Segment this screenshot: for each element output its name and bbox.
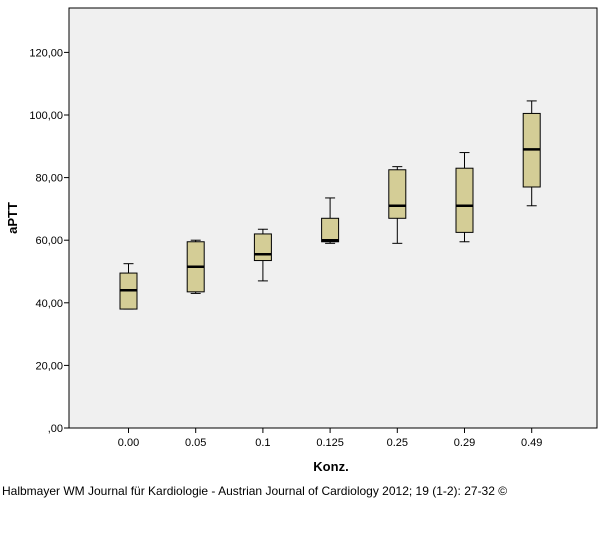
box-plot-0.49 bbox=[522, 100, 541, 207]
box-plot-0.125 bbox=[321, 197, 340, 244]
x-tick-label: 0.05 bbox=[185, 437, 206, 449]
y-tick-label: 120,00 bbox=[29, 47, 63, 59]
source-credit: Halbmayer WM Journal für Kardiologie - A… bbox=[2, 484, 508, 498]
box-plot-0.1 bbox=[253, 228, 272, 282]
x-tick-label: 0.125 bbox=[316, 437, 344, 449]
y-axis: ,00 20,00 40,00 60,00 80,00 100,00 120,00 bbox=[29, 47, 69, 435]
iqr-box bbox=[455, 167, 474, 233]
x-tick-label: 0.1 bbox=[255, 437, 270, 449]
box-plot-0.00 bbox=[119, 263, 138, 310]
box-plot-0.29 bbox=[455, 152, 474, 243]
y-tick-label: 80,00 bbox=[35, 173, 63, 185]
y-axis-title: aPTT bbox=[5, 202, 20, 234]
y-tick-label: 20,00 bbox=[35, 360, 63, 372]
y-tick-label: 40,00 bbox=[35, 298, 63, 310]
x-tick-label: 0.49 bbox=[521, 437, 542, 449]
iqr-box bbox=[253, 233, 272, 262]
y-tick-label: 100,00 bbox=[29, 110, 63, 122]
y-tick-label: ,00 bbox=[48, 423, 63, 435]
x-tick-label: 0.29 bbox=[454, 437, 475, 449]
box-plot-0.25 bbox=[388, 166, 407, 244]
iqr-box bbox=[388, 169, 407, 219]
y-tick-label: 60,00 bbox=[35, 235, 63, 247]
x-axis: 0.00 0.05 0.1 0.125 0.25 0.29 0.49 bbox=[118, 428, 542, 449]
x-axis-title: Konz. bbox=[313, 459, 348, 474]
x-tick-label: 0.25 bbox=[387, 437, 408, 449]
x-tick-label: 0.00 bbox=[118, 437, 139, 449]
iqr-box bbox=[321, 217, 340, 243]
box-plot-0.05 bbox=[186, 239, 205, 294]
box-series bbox=[119, 100, 541, 310]
